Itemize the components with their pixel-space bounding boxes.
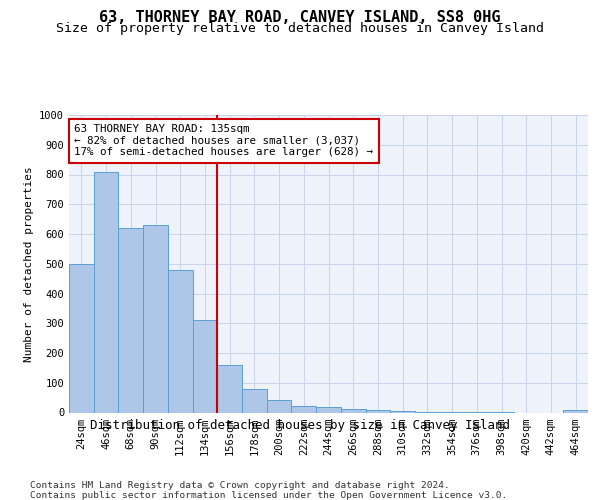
Bar xyxy=(94,172,118,412)
Bar xyxy=(365,410,390,412)
Y-axis label: Number of detached properties: Number of detached properties xyxy=(23,166,34,362)
Bar xyxy=(316,407,341,412)
Bar xyxy=(242,388,267,412)
Text: Contains public sector information licensed under the Open Government Licence v3: Contains public sector information licen… xyxy=(30,491,507,500)
Text: Size of property relative to detached houses in Canvey Island: Size of property relative to detached ho… xyxy=(56,22,544,35)
Bar xyxy=(267,400,292,412)
Text: 63 THORNEY BAY ROAD: 135sqm
← 82% of detached houses are smaller (3,037)
17% of : 63 THORNEY BAY ROAD: 135sqm ← 82% of det… xyxy=(74,124,373,157)
Bar xyxy=(193,320,217,412)
Bar xyxy=(118,228,143,412)
Bar xyxy=(563,410,588,412)
Bar xyxy=(69,264,94,412)
Bar xyxy=(341,409,365,412)
Text: Distribution of detached houses by size in Canvey Island: Distribution of detached houses by size … xyxy=(90,419,510,432)
Bar xyxy=(390,411,415,412)
Bar xyxy=(168,270,193,412)
Bar xyxy=(292,406,316,412)
Bar xyxy=(143,225,168,412)
Text: 63, THORNEY BAY ROAD, CANVEY ISLAND, SS8 0HG: 63, THORNEY BAY ROAD, CANVEY ISLAND, SS8… xyxy=(99,10,501,25)
Text: Contains HM Land Registry data © Crown copyright and database right 2024.: Contains HM Land Registry data © Crown c… xyxy=(30,481,450,490)
Bar xyxy=(217,365,242,412)
